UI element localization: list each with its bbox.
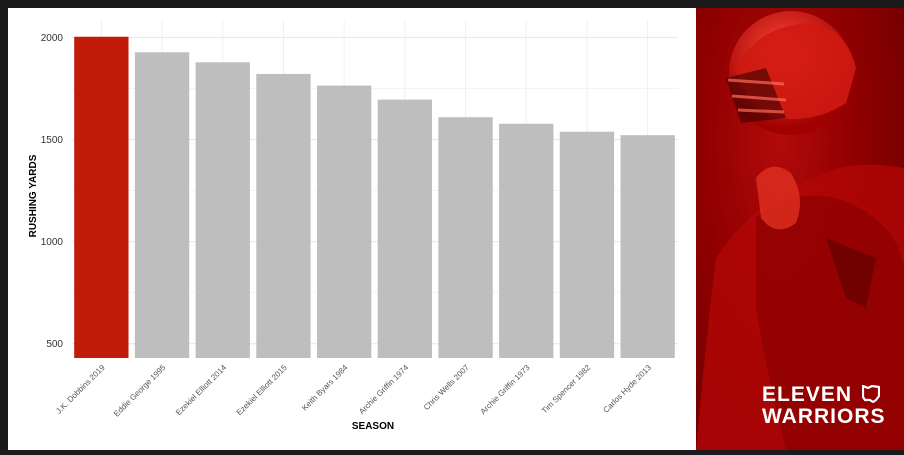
brand-logo: ELEVEN WARRIORS: [762, 384, 886, 428]
brand-line-2: WARRIORS: [762, 405, 886, 428]
bar-carlos-hyde-2013: [620, 135, 675, 358]
x-tick-label: Tim Spencer 1982: [540, 363, 593, 416]
brand-line-1: ELEVEN: [762, 383, 853, 406]
y-tick-label: 1500: [41, 135, 64, 146]
bar-ezekiel-elliott-2014: [195, 62, 250, 359]
y-axis-label: RUSHING YARDS: [28, 154, 39, 237]
x-tick-label: Ezekiel Elliott 2014: [174, 363, 229, 418]
y-tick-label: 2000: [41, 33, 64, 44]
x-tick-label: J.K. Dobbins 2019: [54, 363, 107, 416]
bar-eddie-george-1995: [134, 52, 190, 358]
x-tick-label: Eddie George 1995: [112, 363, 168, 419]
x-tick-label: Carlos Hyde 2013: [601, 363, 653, 415]
y-tick-label: 1000: [41, 237, 64, 248]
x-tick-label: Archie Griffin 1974: [357, 363, 410, 416]
x-tick-label: Keith Byars 1984: [300, 363, 350, 413]
x-tick-label: Archie Griffin 1973: [479, 363, 532, 416]
bar-tim-spencer-1982: [559, 131, 615, 358]
player-silhouette: [696, 8, 904, 450]
bar-keith-byars-1984: [316, 85, 372, 358]
bar-ezekiel-elliott-2015: [256, 73, 311, 358]
bar-chris-wells-2007: [438, 117, 493, 359]
y-tick-label: 500: [46, 339, 63, 350]
x-tick-label: Chris Wells 2007: [422, 363, 471, 412]
bar-j-k-dobbins-2019: [74, 36, 129, 358]
chart-panel: 500 1000 1500 2000 J.K. Dobbins 2019 Eddie G…: [8, 8, 696, 450]
x-axis-label: SEASON: [352, 421, 394, 432]
player-photo: ELEVEN WARRIORS: [696, 8, 904, 450]
x-tick-label: Ezekiel Elliott 2015: [235, 363, 290, 418]
ohio-state-outline-icon: [861, 384, 880, 404]
bar-chart: 500 1000 1500 2000 J.K. Dobbins 2019 Eddie G…: [28, 20, 678, 432]
bar-archie-griffin-1973: [499, 123, 554, 358]
bar-archie-griffin-1974: [377, 99, 433, 359]
